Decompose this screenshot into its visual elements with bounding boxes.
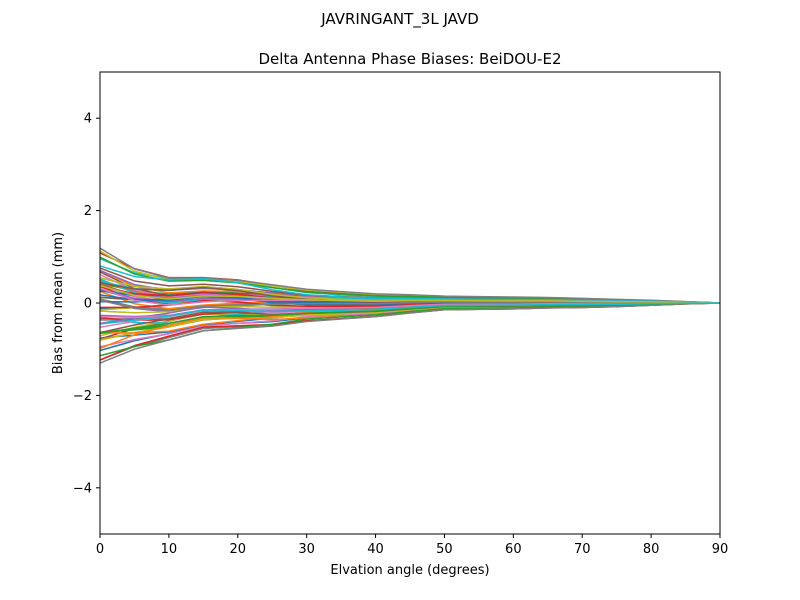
y-tick-label: 4 (84, 112, 92, 127)
y-axis-label: Bias from mean (mm) (51, 232, 66, 374)
x-tick-label: 60 (505, 542, 522, 557)
y-tick-label: 0 (84, 297, 92, 312)
y-tick-label: −4 (73, 481, 92, 496)
x-tick-label: 80 (643, 542, 660, 557)
series-line (99, 302, 721, 325)
y-tick-label: −2 (73, 389, 92, 404)
x-tick-label: 20 (230, 542, 247, 557)
x-tick-label: 30 (298, 542, 315, 557)
plot-area (99, 71, 721, 535)
x-tick-label: 90 (712, 542, 729, 557)
series-lines (99, 247, 721, 364)
y-tick-label: 2 (84, 204, 92, 219)
series-line (99, 284, 721, 304)
chart-title: Delta Antenna Phase Biases: BeiDOU-E2 (259, 50, 562, 68)
x-tick-label: 70 (574, 542, 591, 557)
x-axis-label: Elvation angle (degrees) (330, 563, 489, 578)
series-line (99, 302, 721, 364)
x-tick-label: 10 (161, 542, 178, 557)
series-line (99, 265, 721, 304)
x-tick-label: 40 (367, 542, 384, 557)
x-tick-label: 50 (436, 542, 453, 557)
x-tick-label: 0 (96, 542, 104, 557)
y-axis-ticks: −4 −2 0 2 4 (73, 112, 100, 496)
x-axis-ticks: 0 10 20 30 40 50 60 70 80 90 (96, 534, 728, 557)
figure-suptitle: JAVRINGANT_3L JAVD (320, 10, 479, 29)
series-line (99, 299, 721, 312)
